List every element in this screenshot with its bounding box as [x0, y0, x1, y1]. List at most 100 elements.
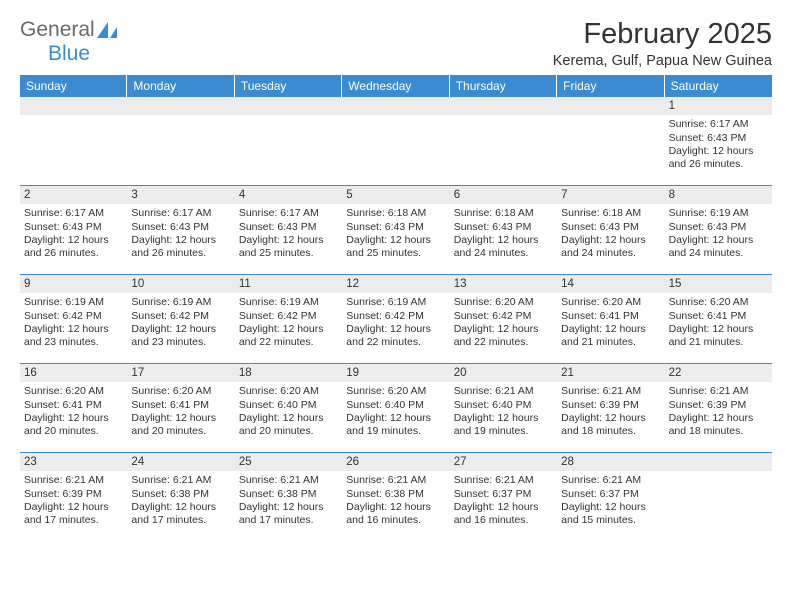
day-cell: 12 Sunrise: 6:19 AMSunset: 6:42 PMDayligh…	[342, 275, 449, 363]
sunset-text: Sunset: 6:37 PM	[454, 488, 553, 501]
sunset-text: Sunset: 6:41 PM	[561, 310, 660, 323]
day-cell	[450, 97, 557, 185]
day-number: 5	[342, 186, 449, 204]
sunrise-text: Sunrise: 6:21 AM	[454, 385, 553, 398]
title-block: February 2025 Kerema, Gulf, Papua New Gu…	[553, 18, 772, 69]
daylight-text: Daylight: 12 hours and 21 minutes.	[669, 323, 768, 349]
day-number: 12	[342, 275, 449, 293]
day-number: 4	[235, 186, 342, 204]
daylight-text: Daylight: 12 hours and 16 minutes.	[346, 501, 445, 527]
week-row: 2Sunrise: 6:17 AMSunset: 6:43 PMDaylight…	[20, 186, 772, 275]
day-text: Sunrise: 6:17 AMSunset: 6:43 PMDaylight:…	[239, 207, 338, 260]
day-cell: 2Sunrise: 6:17 AMSunset: 6:43 PMDaylight…	[20, 186, 127, 274]
daylight-text: Daylight: 12 hours and 20 minutes.	[24, 412, 123, 438]
day-text: Sunrise: 6:20 AMSunset: 6:40 PMDaylight:…	[239, 385, 338, 438]
day-cell	[20, 97, 127, 185]
day-cell: 22Sunrise: 6:21 AMSunset: 6:39 PMDayligh…	[665, 364, 772, 452]
sunrise-text: Sunrise: 6:19 AM	[239, 296, 338, 309]
day-cell	[665, 453, 772, 541]
sunrise-text: Sunrise: 6:19 AM	[24, 296, 123, 309]
day-of-week-row: SundayMondayTuesdayWednesdayThursdayFrid…	[20, 75, 772, 97]
day-cell	[127, 97, 234, 185]
day-cell: 5 Sunrise: 6:18 AMSunset: 6:43 PMDaylight…	[342, 186, 449, 274]
day-cell: 18Sunrise: 6:20 AMSunset: 6:40 PMDayligh…	[235, 364, 342, 452]
sunset-text: Sunset: 6:42 PM	[454, 310, 553, 323]
day-cell: 17Sunrise: 6:20 AMSunset: 6:41 PMDayligh…	[127, 364, 234, 452]
sunrise-text: Sunrise: 6:18 AM	[346, 207, 445, 220]
day-number: 27	[450, 453, 557, 471]
day-number: 26	[342, 453, 449, 471]
sunrise-text: Sunrise: 6:21 AM	[561, 385, 660, 398]
day-cell: 13Sunrise: 6:20 AMSunset: 6:42 PMDayligh…	[450, 275, 557, 363]
logo-text-blue: Blue	[48, 42, 90, 65]
daylight-text: Daylight: 12 hours and 25 minutes.	[346, 234, 445, 260]
day-text: Sunrise: 6:21 AMSunset: 6:39 PMDaylight:…	[561, 385, 660, 438]
day-cell: 1Sunrise: 6:17 AMSunset: 6:43 PMDaylight…	[665, 97, 772, 185]
day-number	[127, 97, 234, 115]
daylight-text: Daylight: 12 hours and 25 minutes.	[239, 234, 338, 260]
day-number	[342, 97, 449, 115]
day-of-week-cell: Friday	[557, 75, 664, 97]
sunrise-text: Sunrise: 6:21 AM	[131, 474, 230, 487]
day-cell	[235, 97, 342, 185]
weeks-container: 1Sunrise: 6:17 AMSunset: 6:43 PMDaylight…	[20, 97, 772, 541]
sunset-text: Sunset: 6:39 PM	[561, 399, 660, 412]
day-of-week-cell: Tuesday	[235, 75, 342, 97]
day-cell: 24Sunrise: 6:21 AMSunset: 6:38 PMDayligh…	[127, 453, 234, 541]
day-number: 10	[127, 275, 234, 293]
day-cell	[342, 97, 449, 185]
sunset-text: Sunset: 6:43 PM	[454, 221, 553, 234]
day-text: Sunrise: 6:21 AMSunset: 6:37 PMDaylight:…	[561, 474, 660, 527]
logo-sail-icon	[97, 22, 119, 38]
daylight-text: Daylight: 12 hours and 17 minutes.	[131, 501, 230, 527]
sunrise-text: Sunrise: 6:20 AM	[131, 385, 230, 398]
day-number: 13	[450, 275, 557, 293]
day-of-week-cell: Monday	[127, 75, 234, 97]
day-cell: 19Sunrise: 6:20 AMSunset: 6:40 PMDayligh…	[342, 364, 449, 452]
day-number: 8	[665, 186, 772, 204]
week-row: 16Sunrise: 6:20 AMSunset: 6:41 PMDayligh…	[20, 364, 772, 453]
location: Kerema, Gulf, Papua New Guinea	[553, 53, 772, 69]
day-text: Sunrise: 6:17 AMSunset: 6:43 PMDaylight:…	[131, 207, 230, 260]
day-text: Sunrise: 6:19 AMSunset: 6:42 PMDaylight:…	[346, 296, 445, 349]
logo-text-general: General	[20, 18, 95, 41]
sunset-text: Sunset: 6:42 PM	[346, 310, 445, 323]
sunrise-text: Sunrise: 6:20 AM	[669, 296, 768, 309]
week-row: 23 Sunrise: 6:21 AM Sunset: 6:39 PM Dayligh…	[20, 453, 772, 541]
sunset-text: Sunset: 6:43 PM	[346, 221, 445, 234]
day-text: Sunrise: 6:17 AMSunset: 6:43 PMDaylight:…	[24, 207, 123, 260]
day-number: 28	[557, 453, 664, 471]
day-text: Sunrise: 6:20 AMSunset: 6:41 PMDaylight:…	[669, 296, 768, 349]
day-cell: 20Sunrise: 6:21 AMSunset: 6:40 PMDayligh…	[450, 364, 557, 452]
sunrise-text: Sunrise: 6:21 AM	[669, 385, 768, 398]
day-text: Sunrise: 6:18 AMSunset: 6:43 PMDaylight:…	[561, 207, 660, 260]
sunrise-text: Sunrise: 6:19 AM	[346, 296, 445, 309]
sunset-text: Sunset: 6:40 PM	[346, 399, 445, 412]
day-number: 25	[235, 453, 342, 471]
day-text: Sunrise: 6:21 AMSunset: 6:38 PMDaylight:…	[131, 474, 230, 527]
sunrise-text: Sunrise: 6:21 AM	[561, 474, 660, 487]
day-of-week-cell: Thursday	[450, 75, 557, 97]
sunrise-text: Sunrise: 6:19 AM	[131, 296, 230, 309]
day-number: 9	[20, 275, 127, 293]
sunset-text: Sunset: 6:38 PM	[346, 488, 445, 501]
day-number: 14	[557, 275, 664, 293]
logo: General Blue	[20, 18, 119, 66]
sunset-text: Sunset: 6:39 PM	[24, 488, 123, 501]
week-row: 9Sunrise: 6:19 AMSunset: 6:42 PMDaylight…	[20, 275, 772, 364]
day-of-week-cell: Saturday	[665, 75, 772, 97]
sunset-text: Sunset: 6:42 PM	[239, 310, 338, 323]
day-text: Sunrise: 6:19 AMSunset: 6:42 PMDaylight:…	[24, 296, 123, 349]
day-number: 23	[20, 453, 127, 471]
daylight-text: Daylight: 12 hours and 24 minutes.	[669, 234, 768, 260]
day-text: Sunrise: 6:21 AMSunset: 6:38 PMDaylight:…	[239, 474, 338, 527]
day-number: 6	[450, 186, 557, 204]
day-cell: 14Sunrise: 6:20 AMSunset: 6:41 PMDayligh…	[557, 275, 664, 363]
day-cell: 4 Sunrise: 6:17 AMSunset: 6:43 PMDaylight…	[235, 186, 342, 274]
daylight-text: Daylight: 12 hours and 19 minutes.	[346, 412, 445, 438]
day-text: Sunrise: 6:20 AMSunset: 6:40 PMDaylight:…	[346, 385, 445, 438]
daylight-text: Daylight: 12 hours and 20 minutes.	[131, 412, 230, 438]
sunrise-text: Sunrise: 6:18 AM	[561, 207, 660, 220]
daylight-text: Daylight: 12 hours and 19 minutes.	[454, 412, 553, 438]
day-number: 15	[665, 275, 772, 293]
